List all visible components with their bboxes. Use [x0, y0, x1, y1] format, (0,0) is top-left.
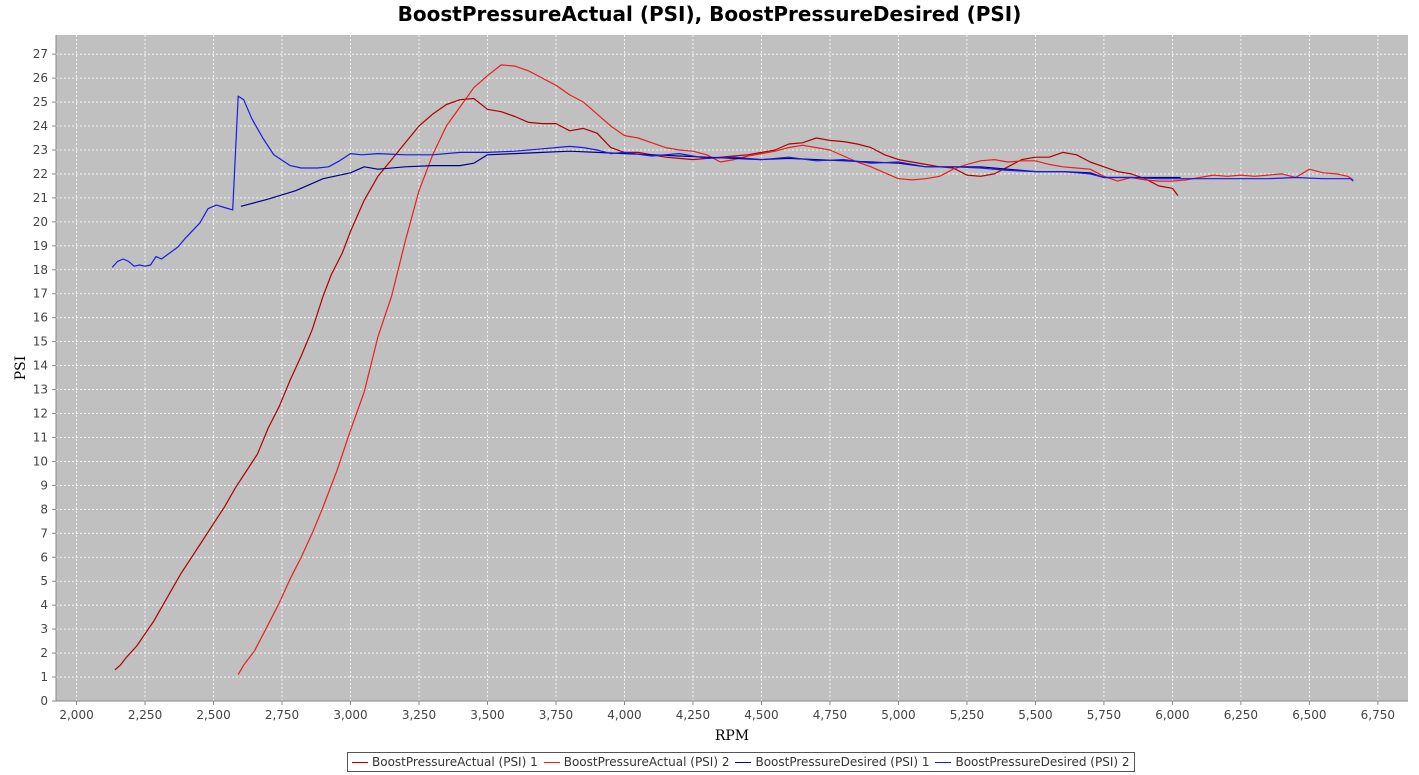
y-axis-label: PSI — [13, 356, 29, 381]
series-line-4 — [111, 95, 1354, 268]
legend-label: BoostPressureActual (PSI) 1 — [372, 755, 538, 769]
y-tick-label: 17 — [33, 287, 48, 301]
y-tick-label: 12 — [33, 407, 48, 421]
plot-area — [56, 35, 1408, 701]
y-tick-label: 20 — [33, 215, 48, 229]
y-tick-label: 5 — [40, 574, 48, 588]
x-tick-label: 4,250 — [676, 708, 710, 722]
y-tick-label: 10 — [33, 454, 48, 468]
legend-swatch — [352, 761, 368, 763]
x-tick-label: 3,500 — [470, 708, 504, 722]
ticks: 2,000 2,250 2,500 2,750 3,000 3,250 3,500 3,750… — [33, 47, 1395, 722]
x-tick-label: 6,750 — [1361, 708, 1395, 722]
y-tick-label: 1 — [40, 670, 48, 684]
x-tick-label: 2,000 — [59, 708, 93, 722]
y-tick-label: 11 — [33, 430, 48, 444]
x-tick-label: 2,750 — [265, 708, 299, 722]
x-tick-label: 6,250 — [1224, 708, 1258, 722]
x-tick-label: 2,250 — [128, 708, 162, 722]
legend-label: BoostPressureDesired (PSI) 2 — [955, 755, 1130, 769]
x-tick-label: 4,500 — [744, 708, 778, 722]
y-tick-label: 14 — [33, 359, 48, 373]
x-axis-label: RPM — [715, 728, 749, 744]
x-tick-label: 4,000 — [607, 708, 641, 722]
legend-item: BoostPressureActual (PSI) 2 — [543, 755, 730, 769]
x-tick-label: 6,000 — [1155, 708, 1189, 722]
y-tick-label: 23 — [33, 143, 48, 157]
x-tick-label: 3,750 — [539, 708, 573, 722]
y-tick-label: 4 — [40, 598, 48, 612]
legend-swatch — [543, 761, 560, 763]
legend-item: BoostPressureDesired (PSI) 1 — [735, 755, 929, 769]
legend-item: BoostPressureActual (PSI) 1 — [352, 755, 538, 769]
y-tick-label: 0 — [40, 694, 48, 708]
x-tick-label: 5,250 — [950, 708, 984, 722]
y-tick-label: 18 — [33, 263, 48, 277]
legend-label: BoostPressureActual (PSI) 2 — [563, 755, 730, 769]
y-tick-label: 13 — [33, 383, 48, 397]
x-tick-label: 5,750 — [1087, 708, 1121, 722]
x-tick-label: 6,500 — [1292, 708, 1326, 722]
x-tick-label: 3,000 — [333, 708, 367, 722]
series-line-2 — [237, 64, 1354, 675]
x-tick-label: 5,000 — [881, 708, 915, 722]
y-tick-label: 25 — [33, 95, 48, 109]
y-tick-label: 3 — [40, 622, 48, 636]
y-tick-label: 19 — [33, 239, 48, 253]
x-tick-label: 2,500 — [196, 708, 230, 722]
series-line-1 — [114, 97, 1179, 671]
y-tick-label: 21 — [33, 191, 48, 205]
legend-label: BoostPressureDesired (PSI) 1 — [755, 755, 930, 769]
y-tick-label: 6 — [40, 550, 48, 564]
y-tick-label: 15 — [33, 335, 48, 349]
legend-swatch — [735, 761, 752, 763]
x-tick-label: 5,500 — [1018, 708, 1052, 722]
y-tick-label: 24 — [33, 119, 48, 133]
y-tick-label: 8 — [40, 502, 48, 516]
y-tick-label: 16 — [33, 311, 48, 325]
x-tick-label: 4,750 — [813, 708, 847, 722]
series-lines — [111, 64, 1354, 675]
legend-swatch — [935, 761, 952, 763]
grid-lines — [56, 35, 1408, 702]
y-tick-label: 7 — [40, 526, 48, 540]
legend-item: BoostPressureDesired (PSI) 2 — [935, 755, 1130, 769]
legend: BoostPressureActual (PSI) 1 BoostPressur… — [347, 752, 1135, 772]
y-tick-label: 26 — [33, 71, 48, 85]
x-tick-label: 3,250 — [402, 708, 436, 722]
y-tick-label: 9 — [40, 478, 48, 492]
y-tick-label: 22 — [33, 167, 48, 181]
axes — [55, 35, 1408, 702]
chart-title: BoostPressureActual (PSI), BoostPressure… — [397, 2, 1022, 26]
y-tick-label: 2 — [40, 646, 48, 660]
y-tick-label: 27 — [33, 47, 48, 61]
